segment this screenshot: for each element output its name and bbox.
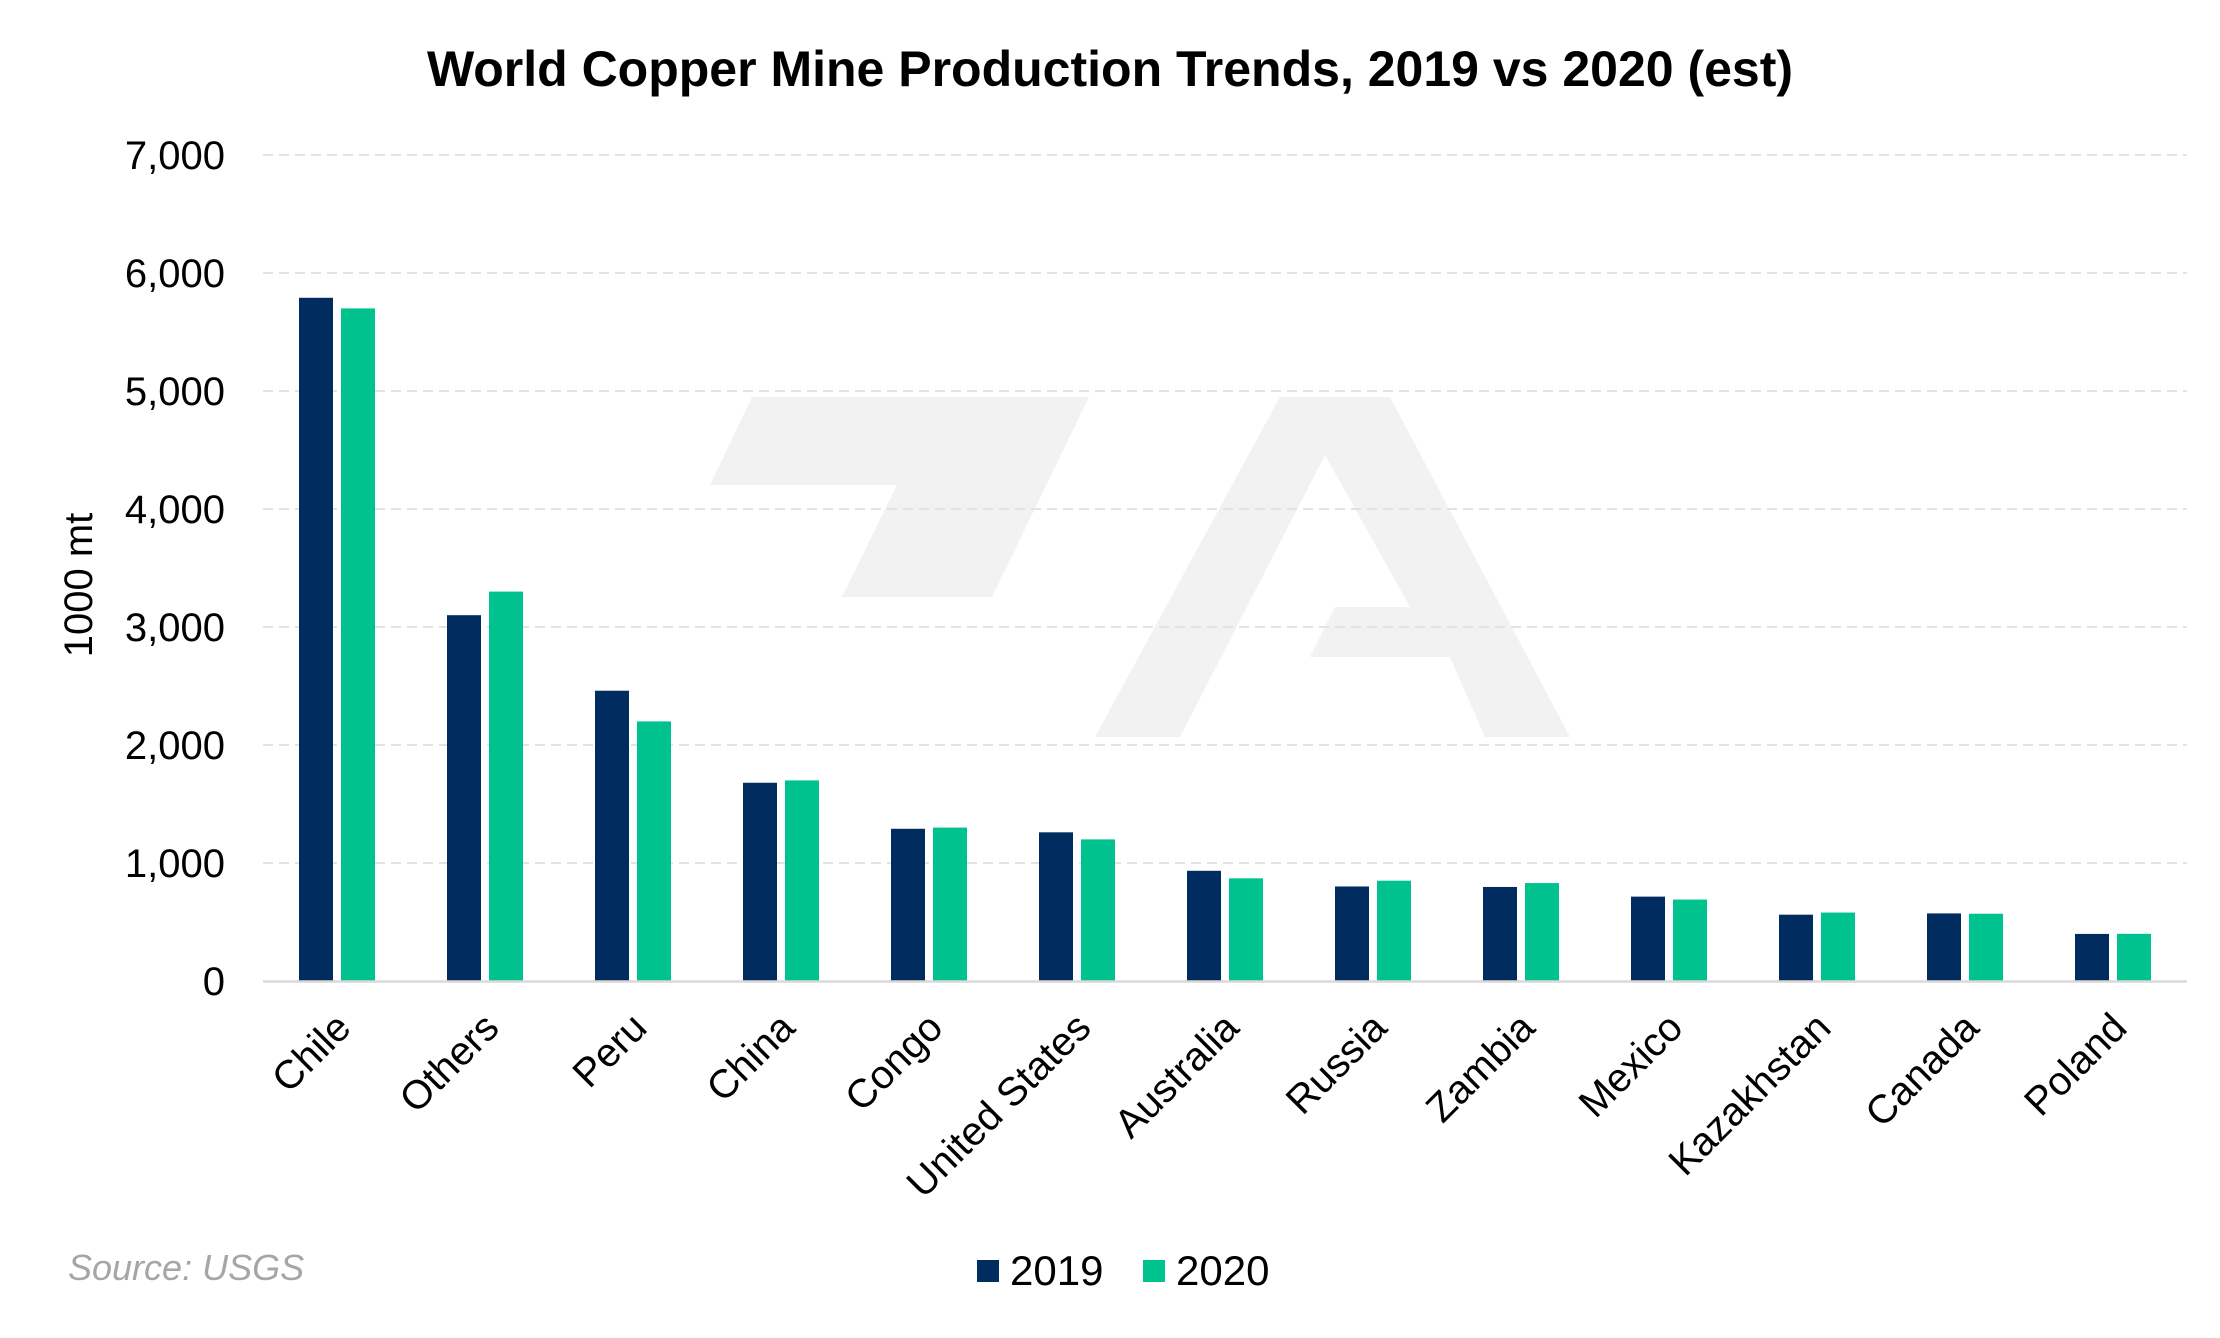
bar-2020-others [489, 591, 523, 981]
y-tick-label: 5,000 [125, 370, 225, 414]
legend-swatch-2020 [1143, 1260, 1165, 1282]
gridlines [263, 154, 2187, 864]
x-tick-label: Australia [1106, 1005, 1248, 1147]
bar-2019-congo [891, 828, 925, 981]
x-tick-label: Chile [264, 1005, 360, 1101]
x-tick-label: Zambia [1418, 1005, 1544, 1131]
bar-2020-chile [341, 308, 375, 981]
bar-2020-kazakhstan [1821, 912, 1855, 981]
bar-2019-kazakhstan [1779, 914, 1813, 981]
bar-2020-united-states [1081, 839, 1115, 981]
x-tick-label: Others [391, 1005, 507, 1121]
bar-2020-congo [933, 827, 967, 981]
bar-2019-united-states [1039, 832, 1073, 981]
y-axis-title: 1000 mt [57, 513, 101, 658]
bar-2020-china [785, 780, 819, 981]
bar-2020-peru [637, 721, 671, 981]
bar-2020-russia [1377, 880, 1411, 981]
x-tick-label: Peru [565, 1005, 656, 1096]
bar-2019-canada [1927, 913, 1961, 981]
bar-2019-peru [595, 690, 629, 981]
y-tick-label: 4,000 [125, 488, 225, 532]
bar-2020-australia [1229, 878, 1263, 981]
bar-2019-others [447, 615, 481, 981]
watermark-logo [710, 397, 1570, 737]
bar-2019-australia [1187, 870, 1221, 981]
bar-2020-canada [1969, 913, 2003, 981]
chart-title: World Copper Mine Production Trends, 201… [427, 41, 1793, 97]
bar-2020-mexico [1673, 899, 1707, 981]
legend: 2019 2020 [977, 1247, 1269, 1294]
y-tick-label: 2,000 [125, 724, 225, 768]
y-tick-label: 3,000 [125, 606, 225, 650]
bar-2020-poland [2117, 933, 2151, 981]
x-tick-label: Poland [2016, 1005, 2135, 1124]
x-tick-label: Kazakhstan [1660, 1005, 1839, 1184]
bar-2020-zambia [1525, 883, 1559, 981]
bar-2019-poland [2075, 933, 2109, 981]
x-tick-label: Russia [1278, 1005, 1396, 1123]
bars [299, 297, 2151, 981]
y-tick-label: 6,000 [125, 252, 225, 296]
source-note: Source: USGS [68, 1247, 304, 1288]
bar-2019-chile [299, 297, 333, 981]
y-tick-label: 0 [203, 960, 225, 1004]
bar-2019-china [743, 782, 777, 981]
x-tick-label: China [698, 1005, 804, 1111]
x-tick-label: Congo [837, 1005, 951, 1119]
y-tick-label: 1,000 [125, 842, 225, 886]
x-tick-label: Mexico [1571, 1005, 1692, 1126]
bar-2019-mexico [1631, 896, 1665, 981]
legend-swatch-2019 [977, 1260, 999, 1282]
legend-label-2019: 2019 [1010, 1247, 1103, 1294]
bar-2019-russia [1335, 886, 1369, 981]
y-tick-label: 7,000 [125, 134, 225, 178]
y-axis-ticks: 0 1,000 2,000 3,000 4,000 5,000 6,000 7,000 [125, 134, 225, 1004]
bar-2019-zambia [1483, 886, 1517, 981]
legend-label-2020: 2020 [1176, 1247, 1269, 1294]
x-tick-label: Canada [1857, 1005, 1988, 1136]
